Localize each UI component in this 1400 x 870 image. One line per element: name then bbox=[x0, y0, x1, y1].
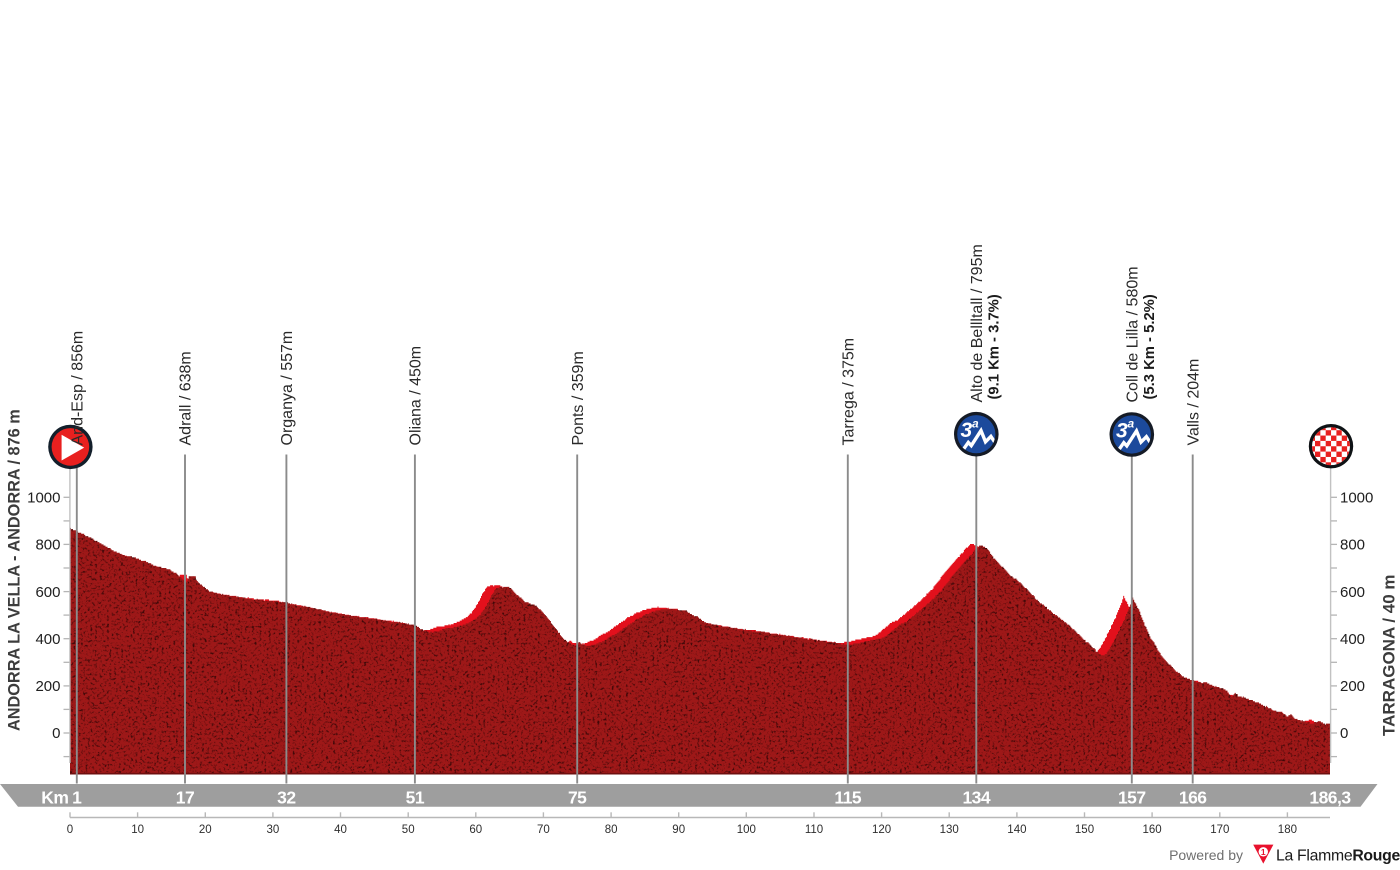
svg-text:0: 0 bbox=[52, 725, 60, 742]
svg-text:100: 100 bbox=[737, 824, 756, 836]
svg-text:600: 600 bbox=[1340, 584, 1365, 601]
svg-text:1000: 1000 bbox=[1340, 490, 1373, 507]
svg-text:a: a bbox=[972, 416, 979, 430]
svg-text:166: 166 bbox=[1179, 788, 1207, 808]
svg-text:Valls / 204m: Valls / 204m bbox=[1185, 359, 1202, 446]
svg-text:50: 50 bbox=[402, 824, 415, 836]
svg-text:20: 20 bbox=[199, 824, 212, 836]
svg-text:La FlammeRouge: La FlammeRouge bbox=[1276, 848, 1400, 865]
svg-text:a: a bbox=[1127, 417, 1134, 431]
svg-text:160: 160 bbox=[1143, 824, 1162, 836]
svg-text:40: 40 bbox=[334, 824, 347, 836]
svg-text:(9.1 Km - 3.7%): (9.1 Km - 3.7%) bbox=[987, 294, 1003, 399]
svg-text:140: 140 bbox=[1007, 824, 1026, 836]
svg-text:600: 600 bbox=[35, 584, 60, 601]
svg-text:Tarrega / 375m: Tarrega / 375m bbox=[841, 338, 858, 446]
svg-text:Alto de Bellltall / 795m: Alto de Bellltall / 795m bbox=[969, 244, 986, 402]
svg-text:10: 10 bbox=[131, 824, 144, 836]
svg-text:150: 150 bbox=[1075, 824, 1094, 836]
svg-text:Powered by: Powered by bbox=[1169, 847, 1243, 863]
svg-text:1: 1 bbox=[72, 788, 82, 808]
svg-text:Km: Km bbox=[41, 788, 68, 808]
svg-text:180: 180 bbox=[1278, 824, 1297, 836]
svg-text:400: 400 bbox=[1340, 631, 1365, 648]
svg-text:200: 200 bbox=[1340, 678, 1365, 695]
svg-text:200: 200 bbox=[35, 678, 60, 695]
svg-text:115: 115 bbox=[834, 788, 861, 808]
svg-text:3: 3 bbox=[1116, 419, 1128, 442]
svg-text:3: 3 bbox=[960, 419, 972, 442]
svg-text:134: 134 bbox=[962, 788, 990, 808]
svg-text:170: 170 bbox=[1210, 824, 1229, 836]
svg-text:186,3: 186,3 bbox=[1309, 788, 1351, 808]
svg-text:30: 30 bbox=[267, 824, 280, 836]
svg-text:0: 0 bbox=[67, 824, 73, 836]
svg-text:800: 800 bbox=[1340, 537, 1365, 554]
svg-text:70: 70 bbox=[537, 824, 550, 836]
svg-text:90: 90 bbox=[672, 824, 685, 836]
svg-text:(5.3 Km - 5.2%): (5.3 Km - 5.2%) bbox=[1142, 294, 1158, 399]
svg-text:800: 800 bbox=[35, 537, 60, 554]
svg-text:TARRAGONA / 40 m: TARRAGONA / 40 m bbox=[1380, 574, 1399, 736]
svg-text:60: 60 bbox=[469, 824, 482, 836]
svg-text:157: 157 bbox=[1118, 788, 1146, 808]
svg-text:32: 32 bbox=[277, 788, 296, 808]
svg-text:1: 1 bbox=[1261, 847, 1266, 857]
svg-text:ANDORRA LA VELLA - ANDORRA / 8: ANDORRA LA VELLA - ANDORRA / 876 m bbox=[6, 409, 24, 731]
svg-text:110: 110 bbox=[805, 824, 823, 836]
svg-text:Ponts / 359m: Ponts / 359m bbox=[570, 351, 587, 445]
svg-text:400: 400 bbox=[35, 631, 60, 648]
svg-text:130: 130 bbox=[940, 824, 959, 836]
svg-text:And-Esp / 856m: And-Esp / 856m bbox=[70, 331, 87, 446]
svg-text:Oliana / 450m: Oliana / 450m bbox=[408, 346, 425, 446]
svg-text:0: 0 bbox=[1340, 725, 1348, 742]
svg-text:120: 120 bbox=[872, 824, 891, 836]
svg-text:80: 80 bbox=[605, 824, 618, 836]
svg-text:17: 17 bbox=[176, 788, 194, 808]
svg-text:Organya / 557m: Organya / 557m bbox=[279, 331, 296, 446]
svg-text:Coll de Lilla / 580m: Coll de Lilla / 580m bbox=[1125, 266, 1142, 402]
svg-text:1000: 1000 bbox=[27, 490, 60, 507]
svg-text:51: 51 bbox=[406, 788, 425, 808]
svg-text:Adrall / 638m: Adrall / 638m bbox=[178, 351, 195, 445]
svg-text:75: 75 bbox=[568, 788, 587, 808]
